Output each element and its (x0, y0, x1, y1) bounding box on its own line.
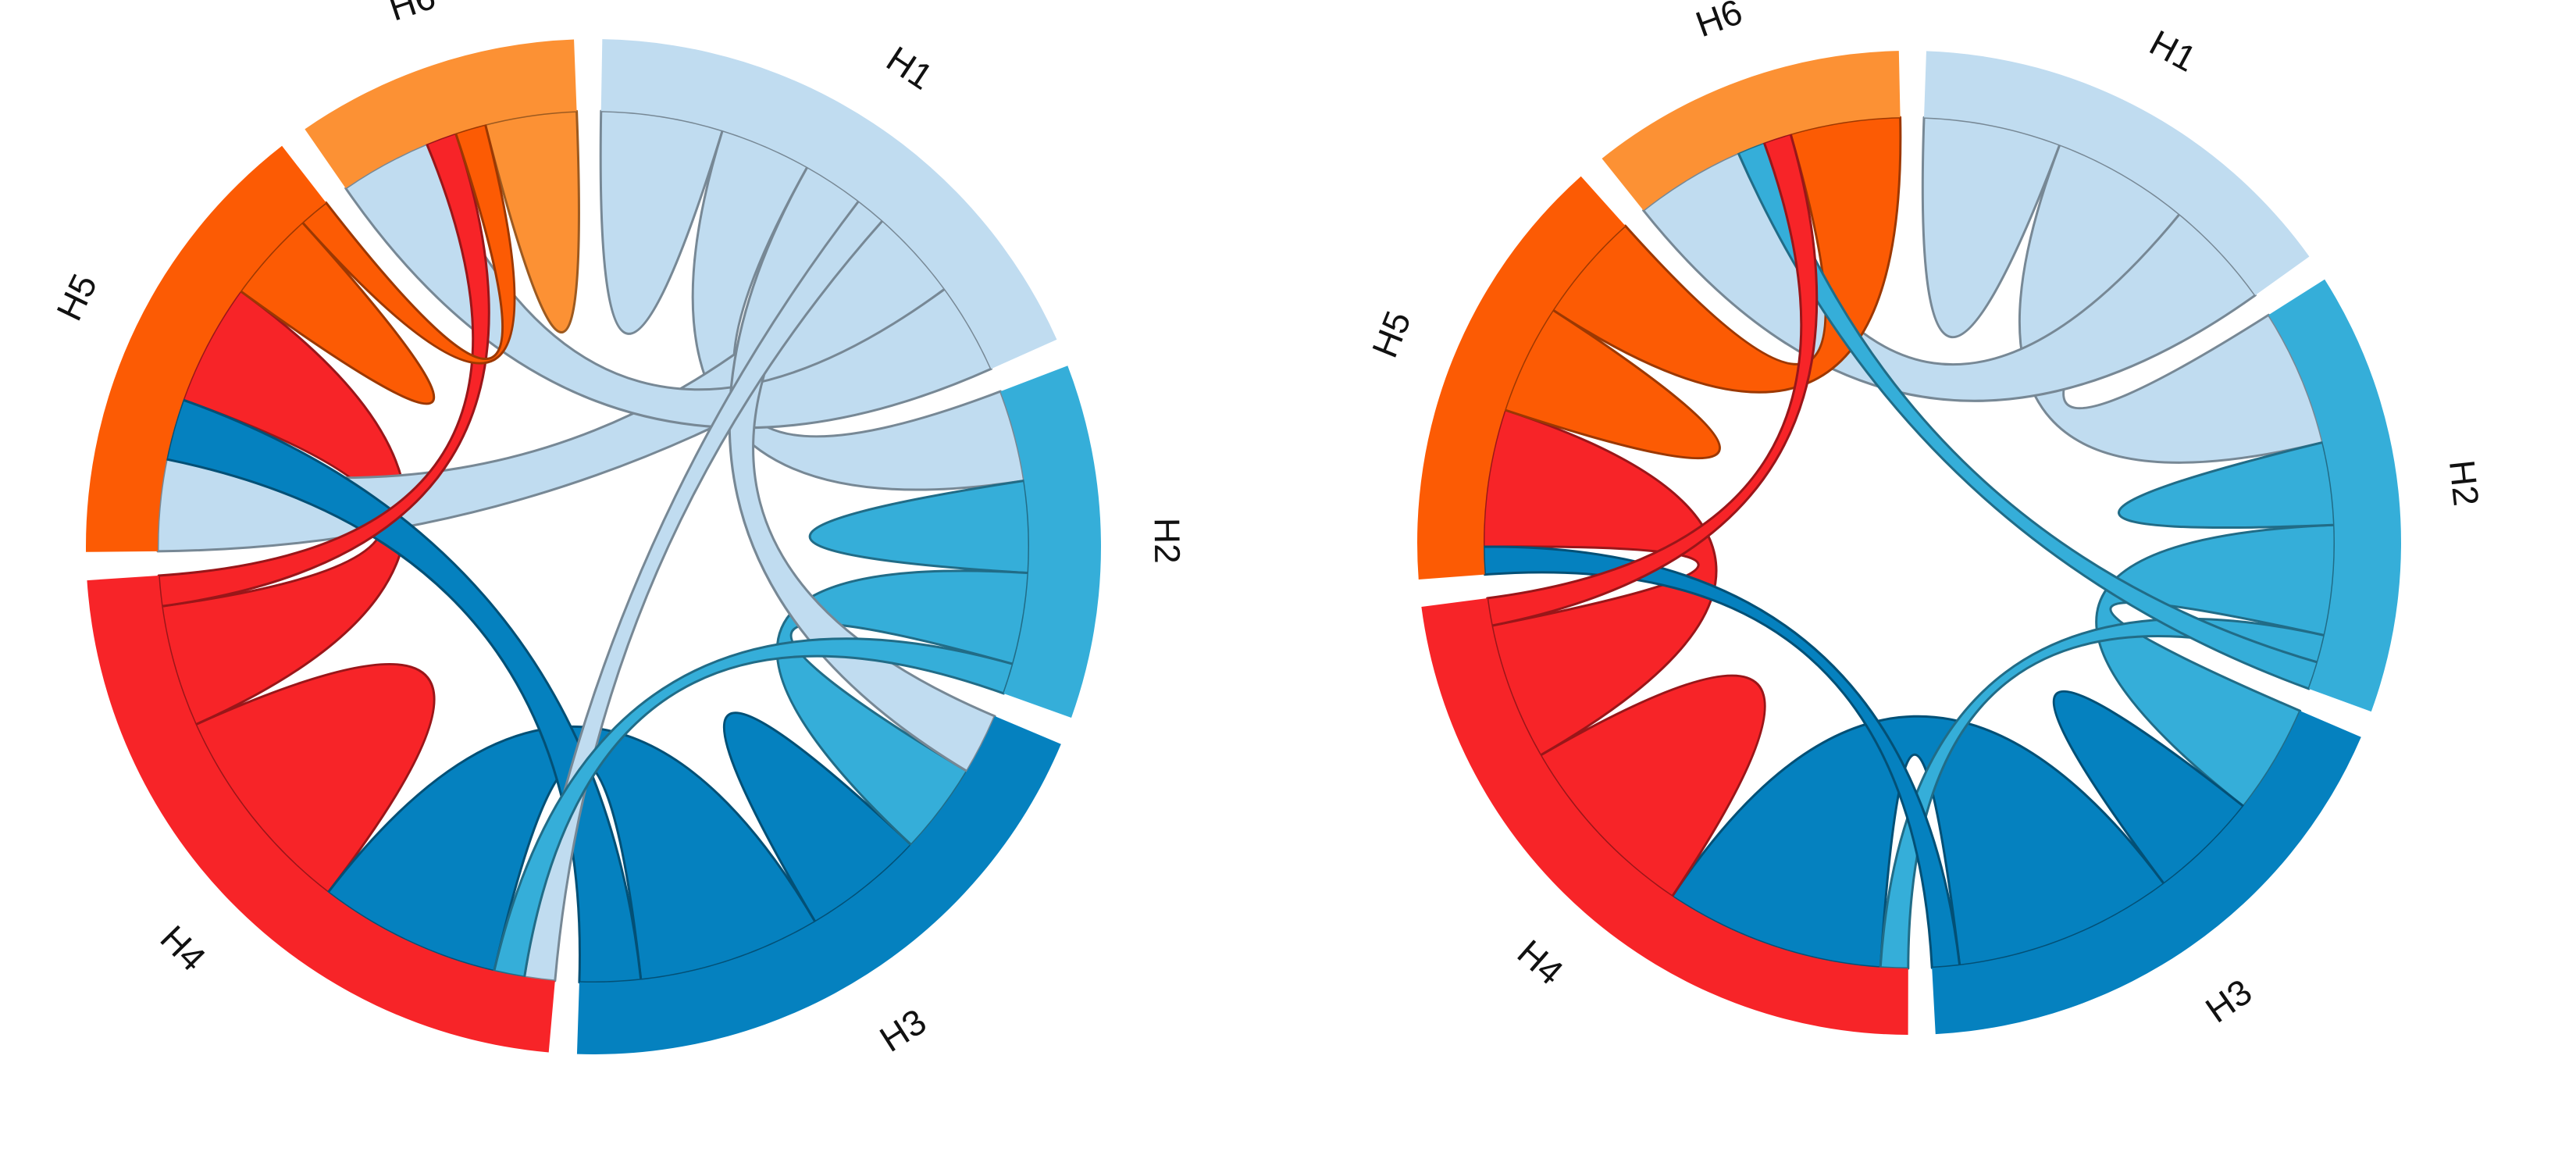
group-arc-h1 (1924, 51, 2310, 295)
group-label-h6: H6 (384, 0, 440, 29)
ribbon-h1-h6 (1642, 152, 2257, 402)
group-label-h3: H3 (2198, 971, 2259, 1030)
group-label-h2: H2 (1147, 518, 1188, 564)
group-label-h3: H3 (873, 1000, 934, 1060)
group-label-h2: H2 (2442, 458, 2487, 508)
group-arc-h6 (1602, 51, 1901, 211)
group-arc-h2 (1000, 366, 1102, 718)
ribbon-h5-h5 (1503, 308, 1721, 460)
group-arc-h2 (2268, 279, 2401, 712)
group-arc-h5 (1417, 176, 1626, 580)
group-arc-h1 (600, 39, 1057, 369)
group-arc-h5 (86, 145, 326, 552)
ribbon-h3-h3 (2052, 690, 2245, 886)
ribbon-h6-h6 (484, 109, 580, 333)
group-label-h1: H1 (879, 38, 940, 98)
ribbon-h1-h1 (1921, 116, 2061, 339)
ribbon-h2-h6 (1737, 141, 2319, 690)
group-arc-h6 (305, 39, 577, 189)
group-label-h1: H1 (2143, 22, 2203, 80)
ribbon-h2-h2 (2118, 440, 2336, 530)
ribbon-h4-h6 (1486, 133, 1819, 627)
group-label-h5: H5 (48, 268, 105, 327)
ribbon-h2-h2 (808, 479, 1031, 575)
ribbon-h4-h4 (1539, 674, 1766, 898)
ribbon-h3-h3 (722, 711, 913, 923)
ribbons (1482, 116, 2336, 970)
group-label-h4: H4 (1510, 932, 1572, 993)
group-label-h4: H4 (152, 918, 213, 979)
group-arc-h3 (1932, 711, 2361, 1035)
group-arcs (86, 39, 1102, 1054)
group-arc-h3 (576, 716, 1061, 1054)
group-arc-h4 (87, 575, 555, 1053)
chord-chart-left: H1 H2 H3 H4 H5 H6 (48, 0, 1188, 1060)
ribbons (156, 109, 1031, 984)
group-label-h6: H6 (1691, 0, 1748, 45)
group-arc-h4 (1421, 597, 1908, 1035)
ribbon-h5-h5 (239, 221, 436, 405)
group-arcs (1417, 51, 2401, 1035)
chord-chart-right: H1 H2 H3 H4 H5 H6 (1364, 0, 2487, 1035)
ribbon-h1-h4 (523, 199, 884, 982)
ribbon-h2-h4 (493, 637, 1014, 979)
group-label-h5: H5 (1364, 305, 1419, 363)
